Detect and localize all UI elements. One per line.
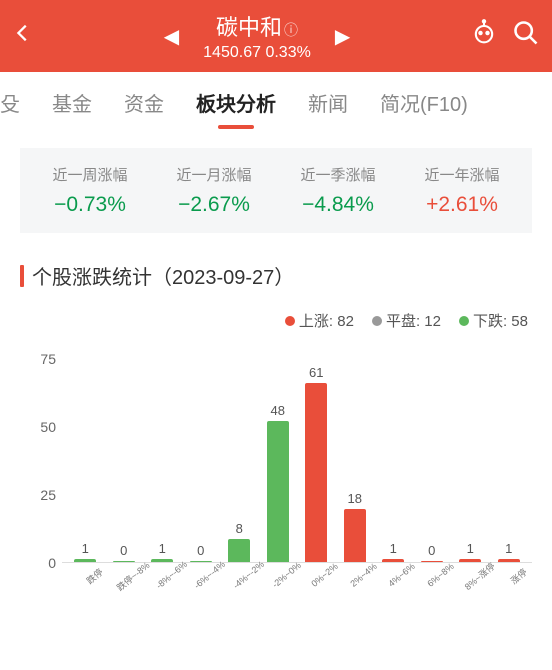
stat-3: 近一年涨幅+2.61%: [400, 164, 524, 217]
x-axis: 跌停跌停~-8%-8%~-6%-6%~-4%-4%~-2%-2%~0%0%~2%…: [62, 565, 532, 605]
stat-1: 近一月涨幅−2.67%: [152, 164, 276, 217]
tabs: 殳基金资金板块分析新闻简况(F10): [0, 72, 552, 132]
tab-3[interactable]: 板块分析: [180, 88, 292, 117]
back-button[interactable]: [12, 22, 44, 51]
stats-card: 近一周涨幅−0.73%近一月涨幅−2.67%近一季涨幅−4.84%近一年涨幅+2…: [20, 148, 532, 233]
stock-change: 0.33%: [265, 44, 310, 61]
stat-0: 近一周涨幅−0.73%: [28, 164, 152, 217]
bar-7: 18: [336, 491, 375, 562]
stock-title: 碳中和: [216, 15, 282, 40]
stat-2: 近一季涨幅−4.84%: [276, 164, 400, 217]
tab-5[interactable]: 简况(F10): [364, 88, 484, 117]
header-bar: ◀ 碳中和ⓘ 1450.67 0.33% ▶: [0, 0, 552, 72]
chart-legend: 上涨: 82 平盘: 12 下跌: 58: [24, 310, 528, 331]
bar-chart: 7550250 101084861181011 跌停跌停~-8%-8%~-6%-…: [20, 343, 532, 603]
y-axis: 7550250: [20, 343, 56, 563]
chart-plot: 101084861181011: [62, 343, 532, 563]
info-icon[interactable]: ⓘ: [284, 22, 298, 38]
bar-6: 61: [297, 365, 336, 562]
prev-arrow[interactable]: ◀: [164, 24, 179, 49]
stock-price: 1450.67: [203, 44, 261, 61]
legend-item-1: 平盘: 12: [372, 310, 441, 331]
section-title: 个股涨跌统计（2023-09-27）: [20, 261, 532, 290]
title-block: 碳中和ⓘ 1450.67 0.33%: [203, 10, 311, 62]
tab-2[interactable]: 资金: [108, 88, 180, 117]
tab-4[interactable]: 新闻: [292, 88, 364, 117]
bar-5: 48: [259, 403, 298, 562]
search-icon[interactable]: [512, 19, 540, 53]
next-arrow[interactable]: ▶: [335, 24, 350, 49]
tab-0[interactable]: 殳: [0, 88, 36, 117]
robot-icon[interactable]: [470, 19, 498, 53]
legend-item-2: 下跌: 58: [459, 310, 528, 331]
legend-item-0: 上涨: 82: [285, 310, 354, 331]
tab-1[interactable]: 基金: [36, 88, 108, 117]
